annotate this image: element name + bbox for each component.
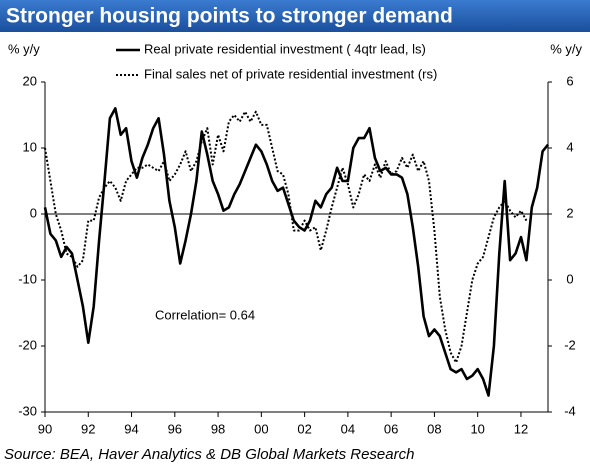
x-tick-label: 92 [81,421,95,436]
series-line [44,110,528,364]
y-axis-label: % y/y [8,41,40,56]
annotation: Correlation= 0.64 [155,307,255,322]
y2-tick-label: -4 [564,403,576,418]
x-tick-label: 04 [341,421,355,436]
y-tick-label: 10 [23,139,37,154]
y-tick-label: 20 [23,73,37,88]
legend-label: Real private residential investment ( 4q… [144,41,426,56]
chart-title: Stronger housing points to stronger dema… [6,5,453,28]
title-bar [0,0,590,32]
legend-label: Final sales net of private residential i… [144,66,437,81]
x-tick-label: 06 [384,421,398,436]
x-tick-label: 08 [427,421,441,436]
y2-axis-label: % y/y [550,41,582,56]
y2-tick-label: -2 [564,337,576,352]
source: Source: BEA, Haver Analytics & DB Global… [4,446,414,463]
y-tick-label: -20 [18,337,37,352]
y2-tick-label: 2 [566,205,573,220]
x-tick-label: 94 [124,421,138,436]
series-line [43,107,550,397]
y2-tick-label: 4 [566,139,573,154]
x-tick-label: 90 [38,421,52,436]
y2-tick-label: 0 [566,271,573,286]
x-tick-label: 98 [211,421,225,436]
x-tick-label: 12 [514,421,528,436]
x-tick-label: 00 [254,421,268,436]
y-tick-label: 0 [30,205,37,220]
x-tick-label: 10 [470,421,484,436]
x-tick-label: 02 [297,421,311,436]
x-tick-label: 96 [168,421,182,436]
y-tick-label: -30 [18,403,37,418]
y2-tick-label: 6 [566,73,573,88]
y-tick-label: -10 [18,271,37,286]
